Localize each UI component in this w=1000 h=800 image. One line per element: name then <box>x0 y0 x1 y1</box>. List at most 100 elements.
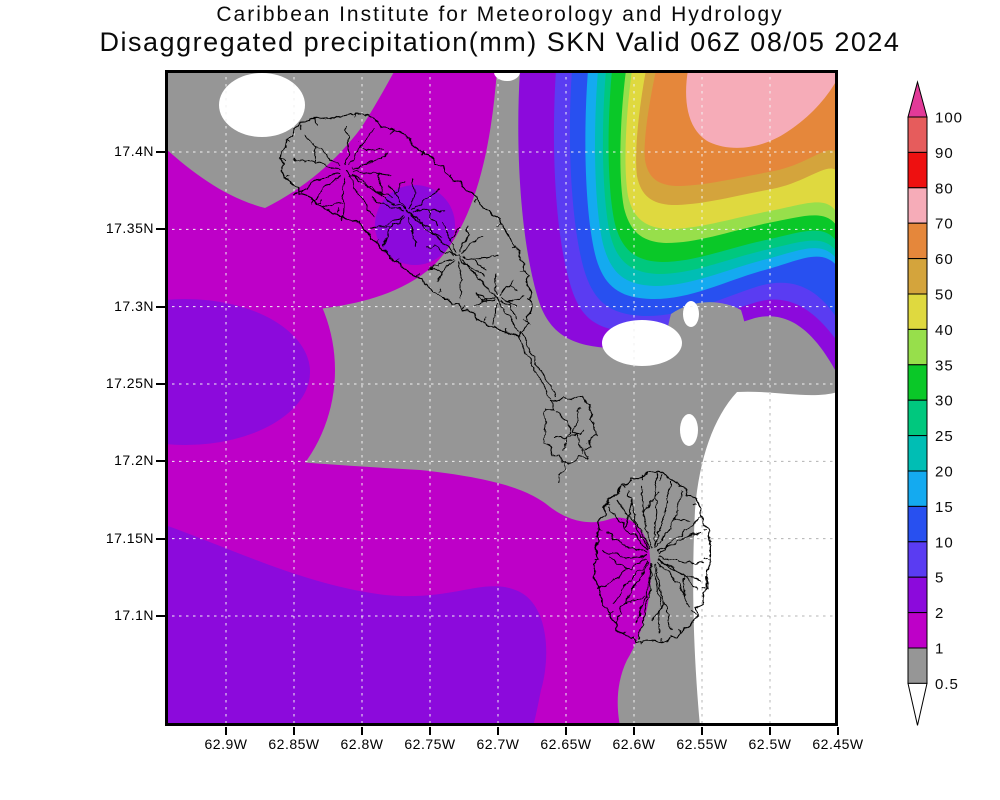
colorbar-segment <box>907 364 928 401</box>
lon-label: 62.8W <box>340 736 384 752</box>
island-line <box>651 470 657 547</box>
island-line <box>411 207 445 213</box>
island-line <box>653 480 671 547</box>
lat-tick <box>156 615 165 617</box>
colorbar-segment <box>907 293 928 330</box>
colorbar-segment <box>907 328 928 366</box>
colorbar-label: 5 <box>935 570 944 587</box>
field-white-east <box>693 391 838 726</box>
lat-tick <box>156 538 165 540</box>
island-line <box>552 429 584 439</box>
colorbar-label: 70 <box>935 216 954 233</box>
island-line <box>520 331 556 397</box>
lat-label: 17.3N <box>114 298 154 314</box>
island-line <box>625 499 631 527</box>
island-line <box>508 282 517 291</box>
colorbar-label: 100 <box>935 110 963 127</box>
island-line <box>626 489 650 548</box>
island-line <box>611 560 648 604</box>
island-line <box>426 208 437 226</box>
lat-label: 17.25N <box>105 375 154 391</box>
island-line <box>407 216 416 247</box>
island-line <box>350 150 388 168</box>
map-title: Disaggregated precipitation(mm) SKN Vali… <box>99 27 901 57</box>
island-line <box>653 563 672 630</box>
island-line <box>377 171 382 195</box>
island-line <box>456 260 462 297</box>
lon-tick <box>293 727 295 735</box>
lat-tick <box>156 460 165 462</box>
island-line <box>310 174 341 205</box>
island-line <box>344 169 518 331</box>
island-line <box>473 258 485 270</box>
island-line <box>457 224 469 252</box>
island-line <box>348 175 374 217</box>
colorbar-label: 15 <box>935 499 954 516</box>
island-line <box>640 491 660 513</box>
lon-tick <box>225 727 227 735</box>
island-line <box>606 505 648 550</box>
island-line <box>506 299 517 307</box>
island-line <box>392 179 405 194</box>
colorbar-label: 50 <box>935 287 954 304</box>
colorbar-segment <box>907 435 928 472</box>
island-line <box>654 490 683 548</box>
colorbar-label: 1 <box>935 641 944 658</box>
lon-tick <box>429 727 431 735</box>
colorbar-segment <box>907 470 928 507</box>
lat-label: 17.1N <box>114 607 154 623</box>
island-line <box>541 394 597 463</box>
island-line <box>570 405 582 453</box>
lon-tick <box>837 727 839 735</box>
lon-label: 62.6W <box>612 736 656 752</box>
island-line <box>320 201 342 207</box>
colorbar-label: 30 <box>935 393 954 410</box>
island-line <box>498 278 513 296</box>
lon-label: 62.55W <box>676 736 728 752</box>
precipitation-map <box>55 63 839 726</box>
island-line <box>410 214 441 237</box>
colorbar-label: 10 <box>935 534 954 551</box>
colorbar-segment <box>907 187 928 224</box>
island-line <box>278 111 530 337</box>
island-line <box>608 554 626 570</box>
island-line <box>672 518 689 521</box>
lon-tick <box>769 727 771 735</box>
lat-tick <box>156 228 165 230</box>
island-line <box>636 563 652 639</box>
colorbar-segment <box>907 612 928 649</box>
island-line <box>460 258 484 276</box>
island-line <box>634 563 651 623</box>
island-line <box>474 290 494 300</box>
lat-label: 17.2N <box>114 452 154 468</box>
lon-tick <box>633 727 635 735</box>
island-line <box>516 333 552 399</box>
colorbar-over-arrow <box>907 80 928 118</box>
lon-label: 62.9W <box>204 736 248 752</box>
colorbar-label: 60 <box>935 251 954 268</box>
island-line <box>293 158 339 170</box>
lon-tick <box>701 727 703 735</box>
colorbar-segment <box>907 399 928 437</box>
lat-tick <box>156 151 165 153</box>
island-line <box>461 252 498 259</box>
lon-label: 62.65W <box>540 736 592 752</box>
island-line <box>498 299 516 319</box>
colorbar-label: 20 <box>935 464 954 481</box>
island-line <box>652 563 661 633</box>
lon-label: 62.45W <box>812 736 864 752</box>
lon-label: 62.7W <box>476 736 520 752</box>
islands-layer <box>278 111 711 644</box>
island-line <box>441 220 456 253</box>
island-line <box>604 530 647 553</box>
island-line <box>614 561 649 622</box>
island-line <box>657 531 700 553</box>
field-white-northwest-ellipse <box>219 73 305 137</box>
island-line <box>556 459 566 483</box>
island-line <box>639 484 652 547</box>
field-gray-wedge <box>665 302 748 424</box>
colorbar-label: 2 <box>935 605 944 622</box>
field-white-center-ellipse <box>602 320 682 366</box>
island-line <box>592 473 710 643</box>
